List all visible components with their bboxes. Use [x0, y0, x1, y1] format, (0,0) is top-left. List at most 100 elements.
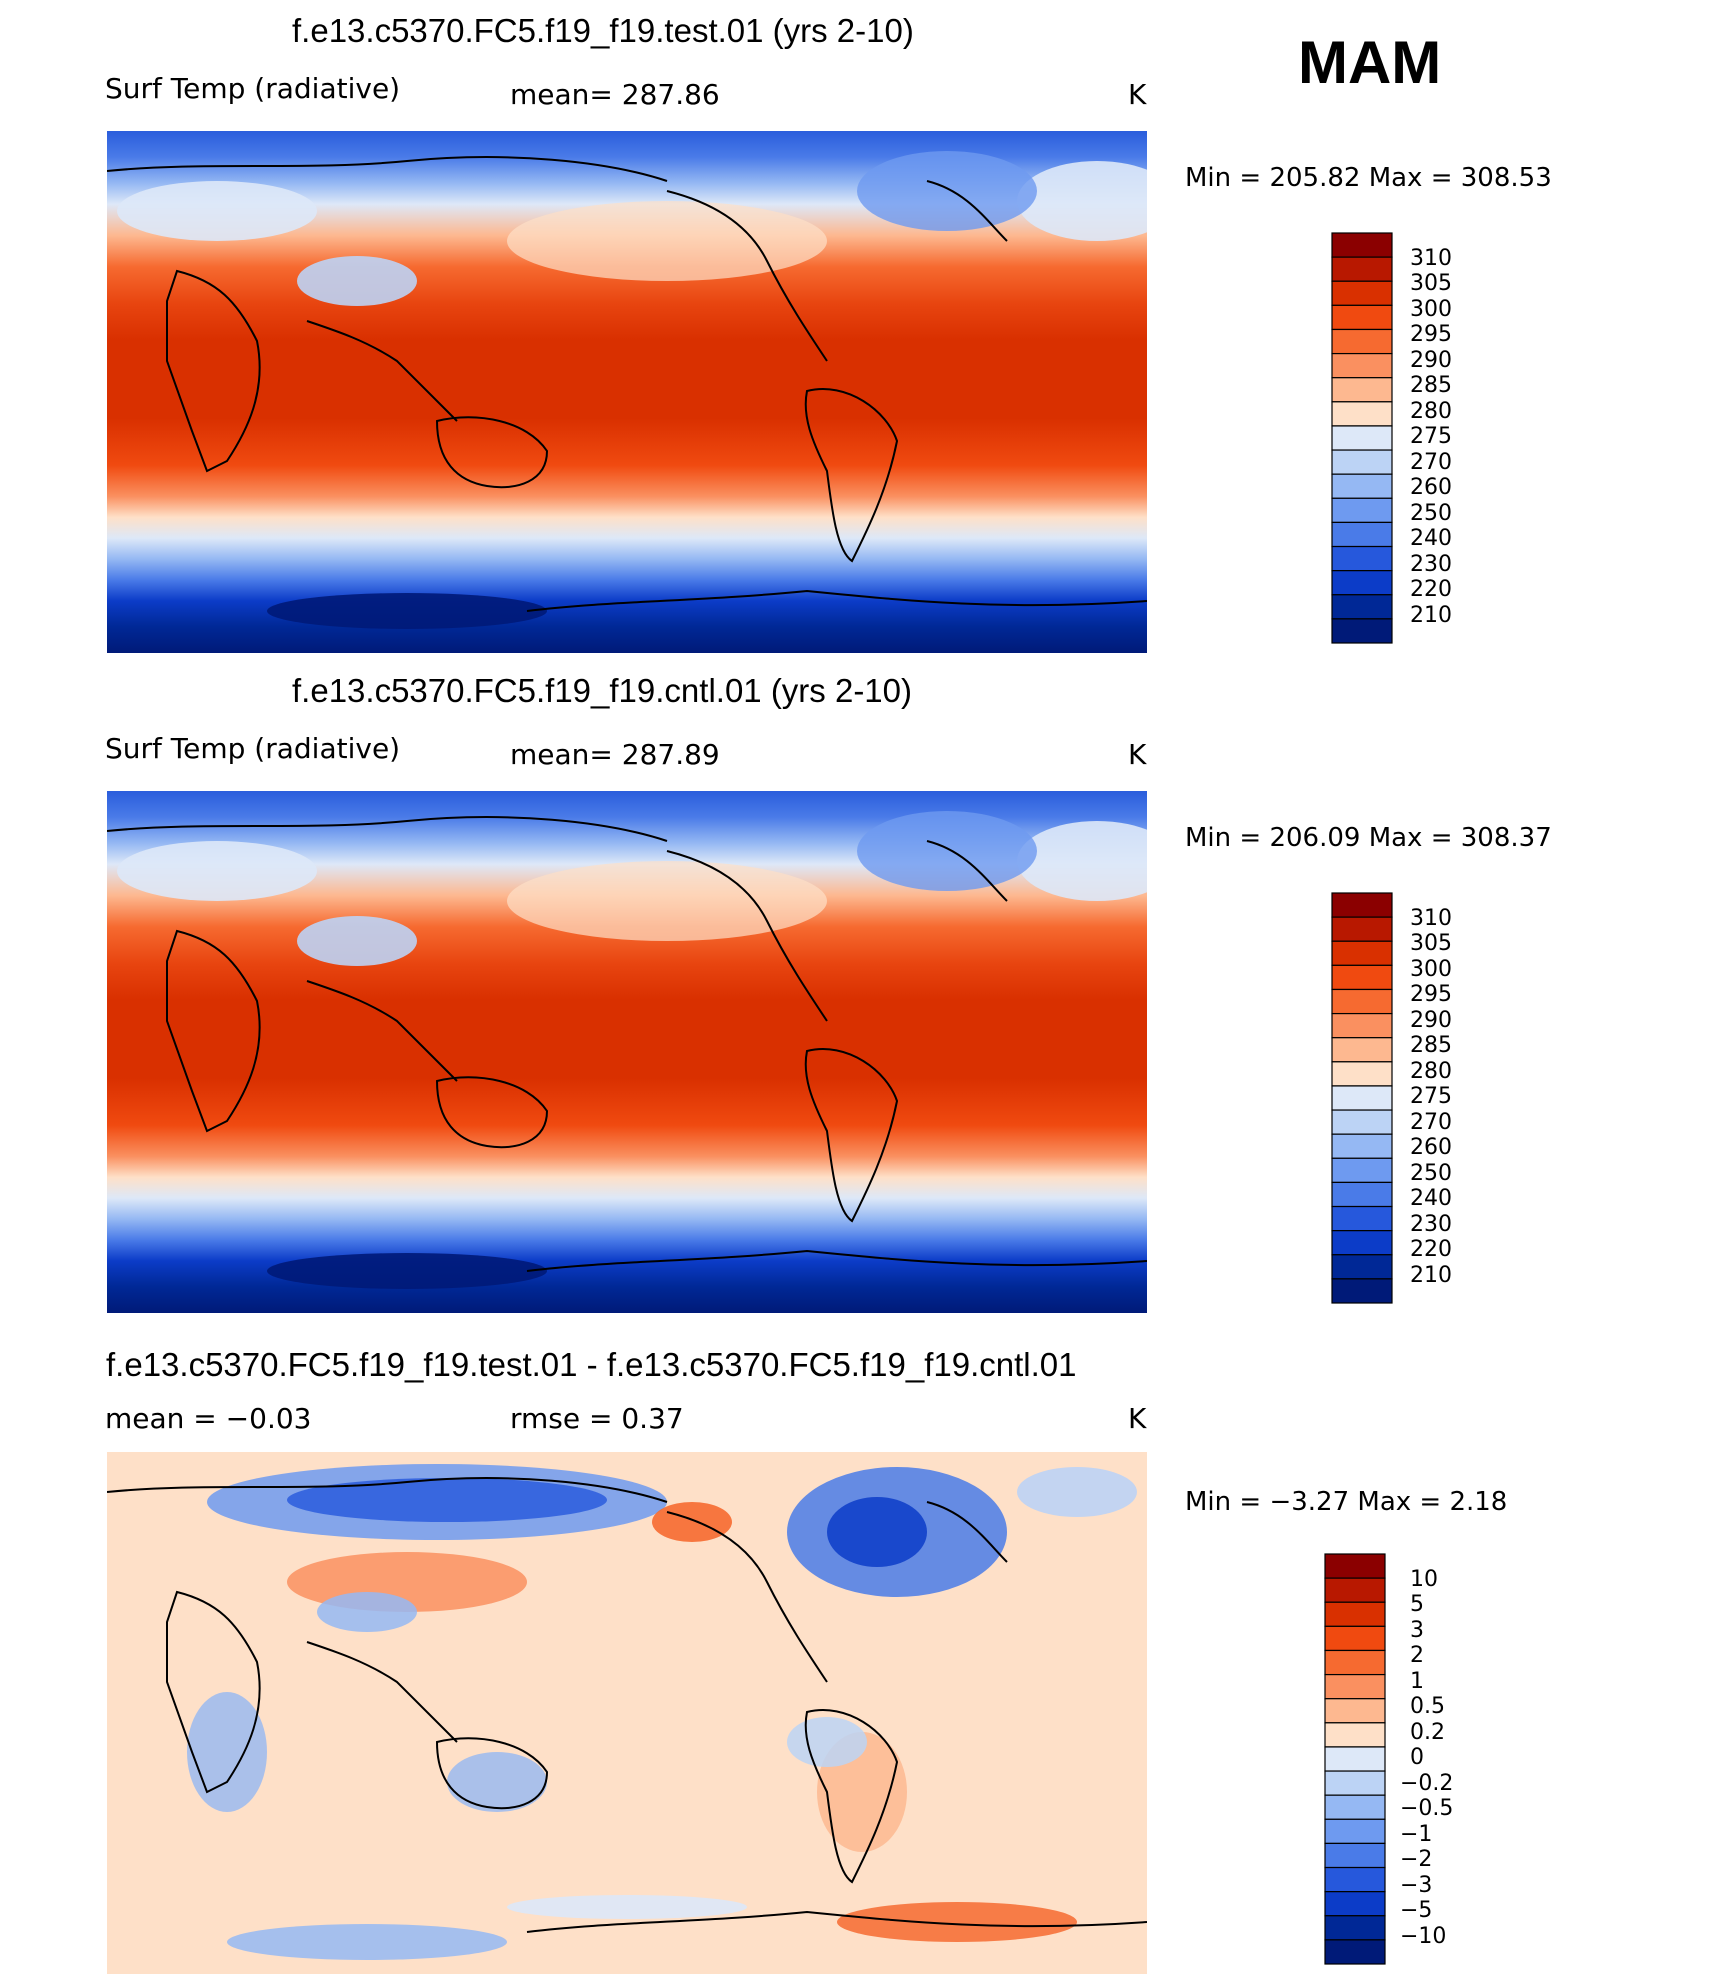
panel-1-minmax: Min = 205.82 Max = 308.53	[1185, 163, 1552, 193]
colorbar-swatch	[1324, 1770, 1386, 1796]
colorbar-swatch	[1331, 964, 1393, 991]
colorbar-swatch	[1331, 618, 1393, 644]
panel-3-rmse-label: rmse = 0.37	[510, 1402, 684, 1435]
colorbar-swatch	[1331, 1181, 1393, 1208]
cb2-label: 210	[1410, 1263, 1452, 1288]
cb3-label: −1	[1400, 1822, 1433, 1847]
colorbar-swatch	[1324, 1698, 1386, 1724]
colorbar-swatch	[1331, 1012, 1393, 1039]
cb1-label: 310	[1410, 246, 1452, 271]
panel-1-title: f.e13.c5370.FC5.f19_f19.test.01 (yrs 2-1…	[292, 12, 914, 49]
cb1-label: 300	[1410, 297, 1452, 322]
colorbar-swatch	[1324, 1601, 1386, 1627]
colorbar-swatch	[1331, 1254, 1393, 1280]
colorbar-swatch	[1331, 916, 1393, 942]
colorbar-swatch	[1331, 1278, 1393, 1304]
colorbar-swatch	[1324, 1722, 1386, 1748]
cb2-label: 270	[1410, 1110, 1452, 1135]
cb2-label: 305	[1410, 931, 1452, 956]
panel-1-mean-label: mean= 287.86	[510, 78, 720, 111]
cb2-label: 230	[1410, 1212, 1452, 1237]
colorbar-swatch	[1324, 1842, 1386, 1869]
cb1-label: 280	[1410, 399, 1452, 424]
cb3-label: −2	[1400, 1847, 1433, 1872]
panel-2-title: f.e13.c5370.FC5.f19_f19.cntl.01 (yrs 2-1…	[292, 672, 913, 709]
cb2-label: 295	[1410, 982, 1452, 1007]
cb1-label: 295	[1410, 322, 1452, 347]
cb1-label: 275	[1410, 424, 1452, 449]
colorbar-swatch	[1324, 1746, 1386, 1772]
season-label: MAM	[1298, 29, 1442, 96]
colorbar-swatch	[1331, 328, 1393, 355]
cb3-label: 10	[1410, 1567, 1438, 1592]
colorbar-swatch	[1324, 1891, 1386, 1917]
colorbar-swatch	[1331, 232, 1393, 258]
colorbar-swatch	[1324, 1625, 1386, 1652]
cb1-label: 240	[1410, 526, 1452, 551]
cb3-label: −0.2	[1400, 1771, 1454, 1796]
cb3-label: −0.5	[1400, 1796, 1454, 1821]
cb3-label: 0.5	[1410, 1694, 1445, 1719]
colorbar-swatch	[1324, 1649, 1386, 1676]
cb3-label: −10	[1400, 1924, 1447, 1949]
panel-2-minmax: Min = 206.09 Max = 308.37	[1185, 823, 1552, 853]
cb2-label: 300	[1410, 957, 1452, 982]
panel-1-map	[107, 131, 1147, 653]
cb1-label: 260	[1410, 475, 1452, 500]
cb3-label: 0	[1410, 1745, 1424, 1770]
colorbar-swatch	[1331, 1037, 1393, 1063]
colorbar-swatch	[1331, 570, 1393, 596]
panel-3-map	[107, 1452, 1147, 1974]
panel-3-colorbar	[1324, 1553, 1386, 1965]
colorbar-swatch	[1331, 1157, 1393, 1184]
cb3-label: 5	[1410, 1592, 1424, 1617]
cb1-label: 285	[1410, 373, 1452, 398]
panel-1-units: K	[1128, 78, 1147, 111]
colorbar-swatch	[1331, 425, 1393, 451]
panel-3-title: f.e13.c5370.FC5.f19_f19.test.01 - f.e13.…	[106, 1346, 1077, 1383]
cb3-label: 3	[1410, 1618, 1424, 1643]
cb2-label: 250	[1410, 1161, 1452, 1186]
cb3-label: −3	[1400, 1873, 1433, 1898]
colorbar-swatch	[1331, 377, 1393, 403]
cb1-label: 270	[1410, 450, 1452, 475]
cb2-label: 280	[1410, 1059, 1452, 1084]
colorbar-swatch	[1331, 1061, 1393, 1087]
colorbar-swatch	[1324, 1553, 1386, 1579]
colorbar-swatch	[1331, 352, 1393, 379]
colorbar-swatch	[1324, 1939, 1386, 1965]
cb2-label: 290	[1410, 1008, 1452, 1033]
panel-3-units: K	[1128, 1402, 1147, 1435]
cb3-label: 0.2	[1410, 1720, 1445, 1745]
cb2-label: 220	[1410, 1237, 1452, 1262]
colorbar-swatch	[1331, 892, 1393, 918]
colorbar-swatch	[1324, 1866, 1386, 1893]
cb2-label: 285	[1410, 1033, 1452, 1058]
colorbar-swatch	[1331, 940, 1393, 966]
colorbar-swatch	[1331, 1205, 1393, 1232]
cb3-label: −5	[1400, 1898, 1433, 1923]
colorbar-swatch	[1331, 401, 1393, 427]
colorbar-swatch	[1324, 1673, 1386, 1700]
colorbar-swatch	[1331, 304, 1393, 331]
cb2-label: 310	[1410, 906, 1452, 931]
cb1-label: 210	[1410, 603, 1452, 628]
panel-2-units: K	[1128, 738, 1147, 771]
panel-2-mean-label: mean= 287.89	[510, 738, 720, 771]
colorbar-swatch	[1331, 594, 1393, 620]
colorbar-swatch	[1331, 1085, 1393, 1111]
colorbar-swatch	[1331, 545, 1393, 572]
colorbar-swatch	[1331, 521, 1393, 548]
panel-2-map	[107, 791, 1147, 1313]
cb2-label: 260	[1410, 1135, 1452, 1160]
cb1-label: 250	[1410, 501, 1452, 526]
cb1-label: 220	[1410, 577, 1452, 602]
colorbar-swatch	[1324, 1818, 1386, 1845]
colorbar-swatch	[1324, 1794, 1386, 1820]
panel-3-mean-label: mean = −0.03	[105, 1402, 312, 1435]
panel-1-colorbar	[1331, 232, 1393, 644]
colorbar-swatch	[1331, 280, 1393, 306]
cb1-label: 230	[1410, 552, 1452, 577]
panel-2-variable-label: Surf Temp (radiative)	[105, 732, 401, 765]
panel-2-colorbar	[1331, 892, 1393, 1304]
